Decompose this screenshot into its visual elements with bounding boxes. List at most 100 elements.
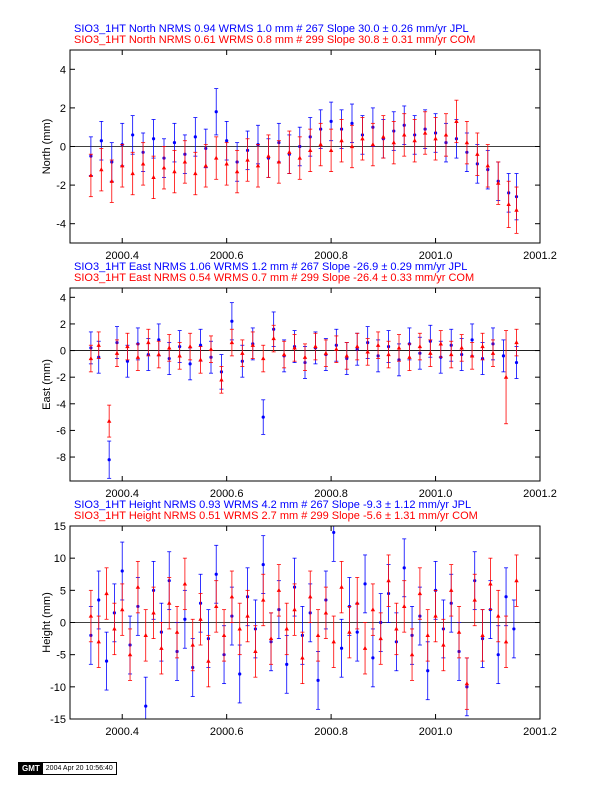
data-point-com [255, 163, 261, 168]
data-point-com [402, 604, 407, 609]
data-point-jpl [316, 678, 320, 683]
data-point-com [143, 632, 148, 637]
data-point-jpl [332, 530, 336, 535]
data-point-com [292, 607, 297, 612]
data-point-jpl [285, 662, 289, 666]
x-tick-label: 2000.4 [105, 488, 139, 500]
data-point-com [253, 649, 258, 654]
data-point-com [308, 147, 313, 152]
y-tick-label: 4 [60, 64, 66, 76]
legend-entry-com: SIO3_1HT Height NRMS 0.51 WRMS 2.7 mm # … [74, 510, 478, 522]
y-tick-label: -4 [56, 219, 66, 231]
data-point-com [514, 340, 519, 345]
y-tick-label: -2 [56, 180, 66, 192]
data-point-jpl [402, 566, 406, 570]
data-point-com [355, 344, 360, 349]
data-point-com [339, 138, 344, 143]
data-point-com [140, 161, 146, 166]
data-point-jpl [261, 415, 265, 419]
data-point-com [182, 581, 188, 586]
data-point-com [318, 142, 323, 147]
data-point-com [120, 163, 125, 168]
data-point-com [214, 604, 219, 609]
plot-frame [69, 287, 541, 482]
data-point-com [125, 344, 130, 349]
x-tick-label: 2000.8 [314, 250, 348, 262]
x-tick-label: 2000.8 [314, 488, 348, 500]
data-point-com [237, 626, 242, 631]
data-point-com [433, 136, 438, 141]
data-point-com [261, 597, 266, 602]
data-point-jpl [144, 704, 148, 708]
legend-entry-jpl: SIO3_1HT North NRMS 0.94 WRMS 1.0 mm # 2… [74, 23, 469, 35]
data-point-jpl [512, 627, 516, 631]
data-point-com [104, 591, 109, 596]
data-point-com [365, 349, 370, 354]
data-point-com [208, 346, 214, 351]
data-point-com [394, 626, 399, 631]
data-point-com [187, 344, 193, 349]
data-point-com [106, 418, 112, 423]
data-point-com [151, 610, 156, 615]
data-point-jpl [371, 656, 375, 660]
data-point-jpl [230, 319, 234, 323]
y-tick-label: 5 [60, 585, 66, 597]
data-point-com [190, 642, 195, 647]
y-tick-label: 10 [54, 553, 66, 565]
data-point-jpl [125, 359, 130, 363]
data-point-com [182, 159, 188, 164]
y-tick-label: 2 [60, 103, 66, 115]
data-point-com [174, 629, 180, 634]
data-point-jpl [261, 563, 265, 567]
chart-panel-3: 2000.4 2000.6 2000.8 2001.0 2001.2 -15 -10 -5 0 5… [41, 499, 557, 738]
legend-entry-jpl: SIO3_1HT East NRMS 1.06 WRMS 1.2 mm # 26… [74, 261, 467, 273]
data-point-com [464, 140, 470, 145]
x-tick-label: 2000.6 [210, 726, 244, 738]
data-point-jpl [107, 458, 111, 462]
data-point-com [276, 159, 282, 164]
x-tick-label: 2001.0 [419, 488, 453, 500]
data-point-com [161, 165, 167, 170]
data-point-jpl [183, 617, 187, 621]
data-point-com [206, 658, 211, 663]
data-point-com [250, 342, 255, 347]
x-tick-label: 2001.2 [523, 250, 557, 262]
data-point-com [146, 340, 151, 345]
gmt-timestamp: 2004 Apr 20 10:56:40 [42, 763, 116, 774]
data-point-com [130, 171, 135, 176]
data-point-com [422, 130, 428, 135]
data-point-com [496, 180, 501, 185]
y-tick-label: -5 [56, 650, 66, 662]
data-point-com [135, 584, 141, 589]
data-point-com [99, 167, 104, 172]
data-point-com [268, 636, 274, 641]
data-point-com [112, 626, 117, 631]
data-point-jpl [198, 343, 203, 347]
data-point-com [313, 344, 318, 349]
data-point-com [490, 350, 496, 355]
data-point-com [245, 157, 250, 162]
data-point-com [214, 155, 219, 160]
x-tick-label: 2000.4 [105, 726, 139, 738]
data-point-com [514, 207, 519, 212]
data-point-com [172, 169, 177, 174]
series-jpl [88, 302, 519, 479]
data-point-com [443, 132, 449, 137]
data-point-jpl [120, 569, 124, 573]
data-point-com [514, 578, 519, 583]
data-point-com [221, 632, 227, 637]
x-tick-label: 2000.6 [210, 250, 244, 262]
series-jpl [88, 88, 519, 221]
data-point-com [488, 581, 493, 586]
data-point-com [503, 639, 509, 644]
data-point-jpl [504, 595, 508, 599]
data-point-jpl [363, 582, 367, 586]
data-point-com [472, 597, 477, 602]
y-tick-label: 0 [60, 618, 66, 630]
data-point-com [297, 155, 302, 160]
data-point-com [339, 584, 344, 589]
data-point-jpl [496, 653, 500, 657]
data-point-com [449, 587, 454, 592]
legend-entry-com: SIO3_1HT East NRMS 0.54 WRMS 0.7 mm # 29… [74, 272, 474, 284]
data-point-jpl [104, 659, 109, 663]
